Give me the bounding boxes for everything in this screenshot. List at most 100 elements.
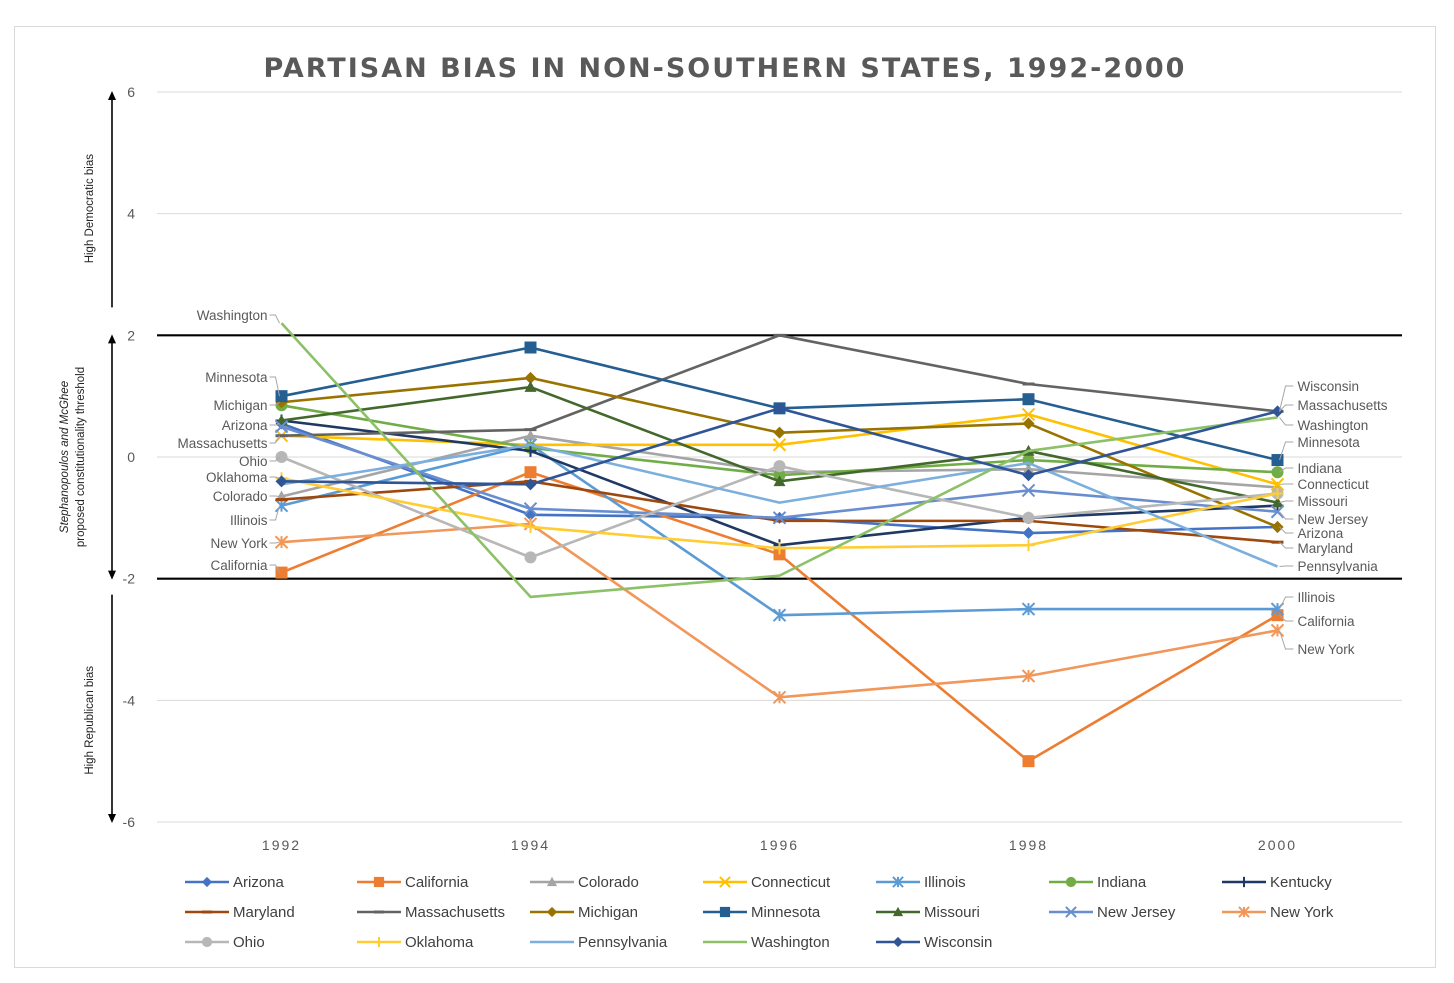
leader-line <box>269 456 280 462</box>
data-point <box>1022 393 1035 406</box>
series-label-left: Ohio <box>239 454 268 469</box>
data-point <box>1021 407 1036 422</box>
data-point <box>1022 511 1035 524</box>
data-point <box>201 876 213 888</box>
legend-label: Connecticut <box>751 874 831 891</box>
x-tick-label: 1992 <box>262 837 301 853</box>
legend-item: Connecticut <box>703 874 831 891</box>
arrow-down-icon <box>108 814 116 823</box>
leader-line <box>1279 614 1294 622</box>
series-label-right: New Jersey <box>1298 512 1369 527</box>
legend-label: California <box>405 874 469 891</box>
y-tick-label: -6 <box>123 814 136 830</box>
legend-label: Arizona <box>233 874 285 891</box>
x-tick-label: 1994 <box>511 837 550 853</box>
leader-line <box>1279 511 1294 520</box>
leader-line <box>1279 467 1294 473</box>
leader-line <box>269 505 280 521</box>
y-tick-label: 6 <box>127 84 135 100</box>
data-point <box>1270 505 1285 519</box>
arrow-up-icon <box>108 334 116 344</box>
leader-line <box>269 495 280 498</box>
legend-item: Wisconsin <box>876 934 992 951</box>
legend-label: Kentucky <box>1270 874 1332 891</box>
leader-line <box>1279 417 1294 426</box>
leader-line <box>1279 526 1294 534</box>
legend-label: New Jersey <box>1097 904 1176 921</box>
data-point <box>524 341 537 354</box>
leader-line <box>1279 385 1294 412</box>
leader-line <box>269 564 280 573</box>
leader-line <box>269 401 280 406</box>
data-point <box>524 429 537 441</box>
data-point <box>275 451 288 463</box>
data-point <box>524 520 537 533</box>
legend-item: Pennsylvania <box>530 934 668 951</box>
data-point <box>1271 466 1284 479</box>
leader-line <box>269 541 280 544</box>
series-label-right: Indiana <box>1298 461 1343 476</box>
chart-title: PARTISAN BIAS IN NON-SOUTHERN STATES, 19… <box>264 53 1187 84</box>
legend-item: Arizona <box>185 874 285 891</box>
data-point <box>1022 527 1035 540</box>
series-label-right: Wisconsin <box>1298 379 1360 394</box>
y-tick-label: -4 <box>123 692 136 708</box>
series-label-right: Connecticut <box>1298 477 1370 492</box>
series-label-right: Pennsylvania <box>1298 559 1379 574</box>
leader-line <box>269 435 280 444</box>
data-point <box>274 535 289 549</box>
legend-label: Missouri <box>924 904 980 921</box>
data-point <box>892 936 904 948</box>
series-label-left: New York <box>210 536 267 551</box>
series-label-right: Illinois <box>1298 590 1336 605</box>
data-point <box>1022 469 1035 482</box>
data-point <box>1022 539 1035 552</box>
data-point <box>373 936 385 948</box>
side-label: High Republican bias <box>84 666 96 775</box>
data-point <box>1021 602 1036 616</box>
leader-line <box>1279 565 1294 567</box>
legend-item: Ohio <box>185 934 265 951</box>
data-point <box>772 690 787 704</box>
series-label-right: California <box>1298 614 1356 629</box>
side-label: High Democratic bias <box>84 154 96 264</box>
data-point <box>524 371 537 384</box>
legend-label: Pennsylvania <box>578 934 668 951</box>
data-point <box>524 444 537 457</box>
leader-line <box>1279 441 1294 461</box>
legend-item: Maryland <box>185 904 295 921</box>
series-washington <box>280 322 1278 599</box>
data-point <box>773 460 786 473</box>
data-point <box>772 438 787 452</box>
legend-label: Minnesota <box>751 904 821 921</box>
series-label-left: Arizona <box>222 418 268 433</box>
series-label-left: Oklahoma <box>206 470 268 485</box>
legend-label: Oklahoma <box>405 934 474 951</box>
data-point <box>524 551 537 564</box>
data-point <box>772 608 787 622</box>
x-tick-label: 1998 <box>1009 837 1048 853</box>
legend-label: Colorado <box>578 874 639 891</box>
data-point <box>1271 496 1284 508</box>
series-label-left: Minnesota <box>205 370 268 385</box>
leader-line <box>269 314 280 324</box>
legend-item: Missouri <box>876 904 980 921</box>
data-point <box>773 475 786 487</box>
leader-line <box>1279 404 1294 412</box>
data-point <box>719 906 731 918</box>
series-label-right: Arizona <box>1298 526 1344 541</box>
data-point <box>773 402 786 415</box>
chart-frame: PARTISAN BIAS IN NON-SOUTHERN STATES, 19… <box>14 26 1436 968</box>
data-point <box>773 426 786 439</box>
legend-item: Kentucky <box>1222 874 1332 891</box>
series-label-left: Massachusetts <box>177 436 267 451</box>
data-point <box>524 466 537 479</box>
legend-item: New Jersey <box>1049 904 1176 921</box>
data-point <box>1271 487 1284 500</box>
series-label-left: Washington <box>197 308 268 323</box>
series-new-york <box>274 517 1285 704</box>
legend-label: New York <box>1270 904 1334 921</box>
data-point <box>772 511 787 525</box>
data-point <box>524 478 537 491</box>
data-point <box>201 936 213 948</box>
